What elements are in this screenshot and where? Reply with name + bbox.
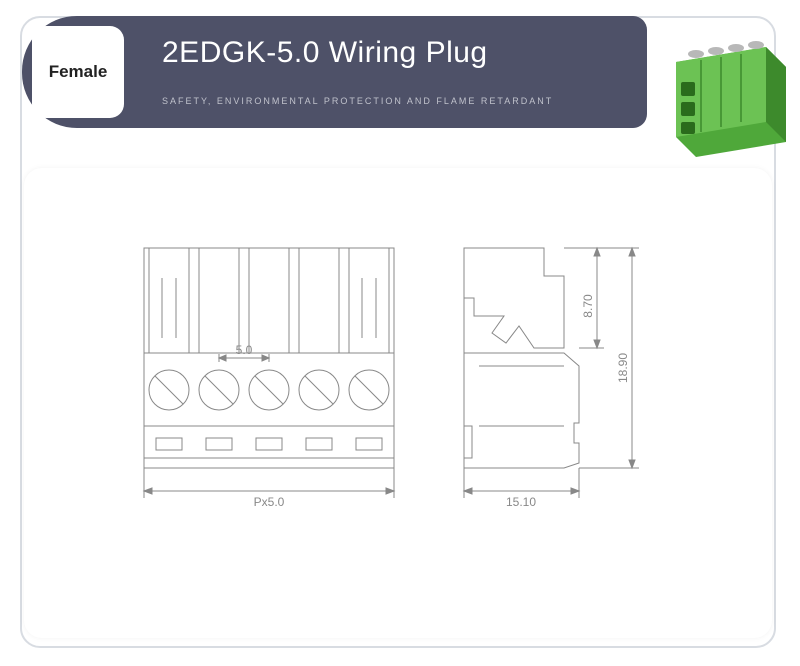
- diagram-panel: 5.0 Px5.0: [24, 168, 772, 638]
- product-photo: [646, 12, 796, 162]
- product-title: 2EDGK-5.0 Wiring Plug: [162, 36, 488, 70]
- gender-badge: Female: [32, 26, 124, 118]
- product-subtitle: SAFETY, ENVIRONMENTAL PROTECTION AND FLA…: [162, 96, 553, 106]
- pitch-label: 5.0: [236, 343, 253, 357]
- header-bar: Female 2EDGK-5.0 Wiring Plug SAFETY, ENV…: [22, 16, 647, 128]
- overall-width-label: Px5.0: [254, 495, 285, 509]
- technical-drawing: 5.0 Px5.0: [84, 208, 724, 608]
- badge-text: Female: [49, 62, 108, 82]
- height-top-label: 8.70: [581, 294, 595, 318]
- depth-label: 15.10: [506, 495, 536, 509]
- height-total-label: 18.90: [616, 353, 630, 383]
